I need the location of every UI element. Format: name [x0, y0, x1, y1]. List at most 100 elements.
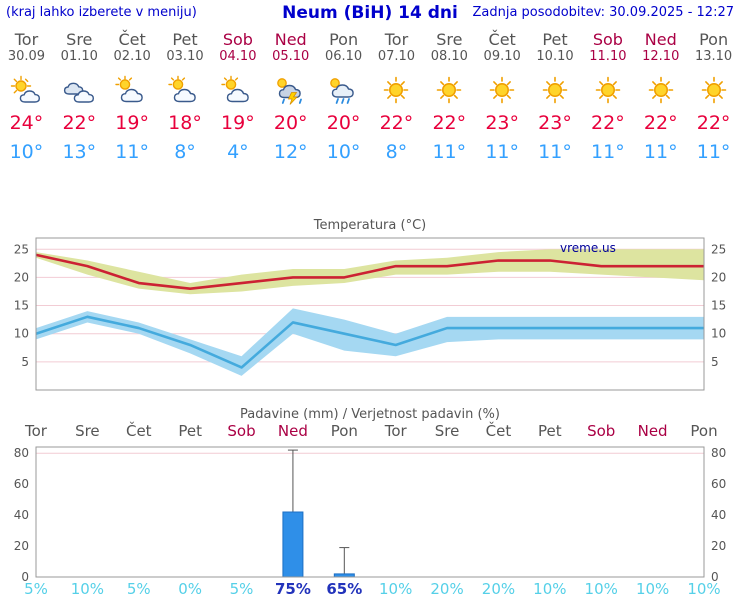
day-date: 04.10: [219, 49, 257, 64]
day-column[interactable]: Pet 03.10 18° 8°: [159, 30, 212, 163]
day-name: Sre: [66, 30, 93, 49]
day-column[interactable]: Pet 10.10 23° 11°: [529, 30, 582, 163]
day-name: Pon: [329, 30, 359, 49]
min-temp-band: [36, 308, 704, 376]
precip-probability: 0%: [178, 580, 202, 598]
day-date: 08.10: [430, 49, 468, 64]
day-date: 02.10: [113, 49, 151, 64]
day-max-temp: 22°: [591, 112, 625, 134]
precip-probability: 75%: [275, 580, 311, 598]
svg-text:0: 0: [21, 570, 29, 584]
svg-text:20: 20: [711, 270, 726, 284]
day-name: Ned: [274, 30, 307, 49]
precip-day-label: Pet: [178, 422, 202, 440]
day-min-temp: 11°: [432, 141, 467, 163]
day-name: Pet: [542, 30, 568, 49]
day-max-temp: 19°: [221, 112, 255, 134]
svg-text:25: 25: [711, 242, 726, 256]
day-min-temp: 11°: [591, 141, 625, 163]
temperature-chart: Temperatura (°C) 5 5 10 10 15 15 20 20 25 25 vreme.…: [0, 215, 740, 405]
day-column[interactable]: Sre 01.10 22° 13°: [53, 30, 106, 163]
day-column[interactable]: Čet 09.10 23° 11°: [476, 30, 529, 163]
day-name: Sob: [592, 30, 623, 49]
sunny-icon: [529, 75, 582, 105]
svg-text:0: 0: [711, 570, 719, 584]
precip-day-label: Pon: [690, 422, 717, 440]
svg-text:40: 40: [711, 508, 726, 522]
svg-text:60: 60: [14, 477, 29, 491]
forecast-days-row: Tor 30.09 24° 10° Sre 01.10 22° 13° Čet 02.10 1…: [0, 30, 740, 163]
precip-day-label: Ned: [278, 422, 308, 440]
max-temp-line: [35, 253, 704, 290]
day-max-temp: 23°: [485, 112, 519, 134]
watermark[interactable]: vreme.us: [560, 241, 616, 255]
day-column[interactable]: Tor 07.10 22° 8°: [370, 30, 423, 163]
svg-text:80: 80: [14, 446, 29, 460]
precip-probability: 10%: [533, 580, 566, 598]
rain-sun-icon: [317, 75, 370, 105]
day-date: 06.10: [324, 49, 363, 64]
day-column[interactable]: Čet 02.10 19° 11°: [106, 30, 159, 163]
day-max-temp: 20°: [273, 112, 308, 134]
day-max-temp: 22°: [696, 112, 731, 134]
svg-text:5: 5: [711, 355, 719, 369]
precip-day-label: Pet: [538, 422, 562, 440]
day-date: 13.10: [694, 49, 733, 64]
sunny-icon: [687, 75, 740, 105]
day-name: Tor: [14, 30, 39, 49]
day-name: Čet: [488, 30, 516, 49]
svg-text:10: 10: [14, 327, 29, 341]
day-name: Pon: [699, 30, 729, 49]
precip-probability: 10%: [687, 580, 720, 598]
precip-day-label: Tor: [384, 422, 408, 440]
temperature-chart-svg: Temperatura (°C) 5 5 10 10 15 15 20 20 25 25 vreme.…: [14, 218, 726, 391]
day-min-temp: 12°: [273, 141, 308, 163]
day-max-temp: 22°: [379, 112, 414, 134]
day-column[interactable]: Ned 05.10 20° 12°: [264, 30, 317, 163]
cloud-sun-icon: [211, 75, 264, 105]
day-column[interactable]: Pon 06.10 20° 10°: [317, 30, 370, 163]
precip-probability: 20%: [430, 580, 463, 598]
precipitation-chart: Padavine (mm) / Verjetnost padavin (%) To…: [0, 405, 740, 600]
precip-bar: [282, 511, 304, 578]
day-name: Sob: [222, 30, 253, 49]
precip-probability: 20%: [482, 580, 515, 598]
day-date: 05.10: [272, 49, 310, 64]
svg-text:80: 80: [711, 446, 726, 460]
day-date: 03.10: [166, 49, 204, 64]
day-column[interactable]: Tor 30.09 24° 10°: [0, 30, 53, 163]
precip-day-labels: Tor Sre Čet Pet Sob Ned Pon Tor Sre Čet Pet Sob Ned P…: [24, 421, 718, 440]
day-min-temp: 8°: [385, 141, 408, 163]
precip-day-label: Sob: [587, 422, 615, 440]
last-update: Zadnja posodobitev: 30.09.2025 - 12:27: [472, 5, 734, 20]
partly-sunny-icon: [0, 75, 53, 105]
precip-probability: 10%: [585, 580, 618, 598]
day-date: 09.10: [483, 49, 521, 64]
svg-text:20: 20: [14, 539, 29, 553]
cloud-sun-icon: [106, 75, 159, 105]
svg-text:15: 15: [711, 299, 726, 313]
day-column[interactable]: Sre 08.10 22° 11°: [423, 30, 476, 163]
day-min-temp: 8°: [174, 141, 196, 163]
precipitation-chart-svg: Padavine (mm) / Verjetnost padavin (%)To…: [14, 407, 727, 598]
day-column[interactable]: Pon 13.10 22° 11°: [687, 30, 740, 163]
precip-day-label: Sob: [227, 422, 255, 440]
day-max-temp: 22°: [643, 112, 678, 134]
day-date: 07.10: [377, 49, 416, 64]
day-min-temp: 10°: [9, 141, 44, 163]
precip-day-label: Čet: [486, 421, 512, 440]
precip-day-label: Pon: [331, 422, 358, 440]
day-max-temp: 22°: [432, 112, 467, 134]
day-column[interactable]: Ned 12.10 22° 11°: [634, 30, 687, 163]
svg-text:5: 5: [21, 355, 29, 369]
svg-text:20: 20: [14, 270, 29, 284]
precip-day-label: Čet: [126, 421, 152, 440]
precip-probability: 10%: [71, 580, 104, 598]
day-column[interactable]: Sob 04.10 19° 4°: [211, 30, 264, 163]
precip-probability: 5%: [24, 580, 48, 598]
day-column[interactable]: Sob 11.10 22° 11°: [581, 30, 634, 163]
day-date: 01.10: [60, 49, 98, 64]
precip-plot-frame: [35, 446, 705, 578]
precip-day-label: Ned: [638, 422, 668, 440]
day-date: 30.09: [7, 49, 46, 64]
